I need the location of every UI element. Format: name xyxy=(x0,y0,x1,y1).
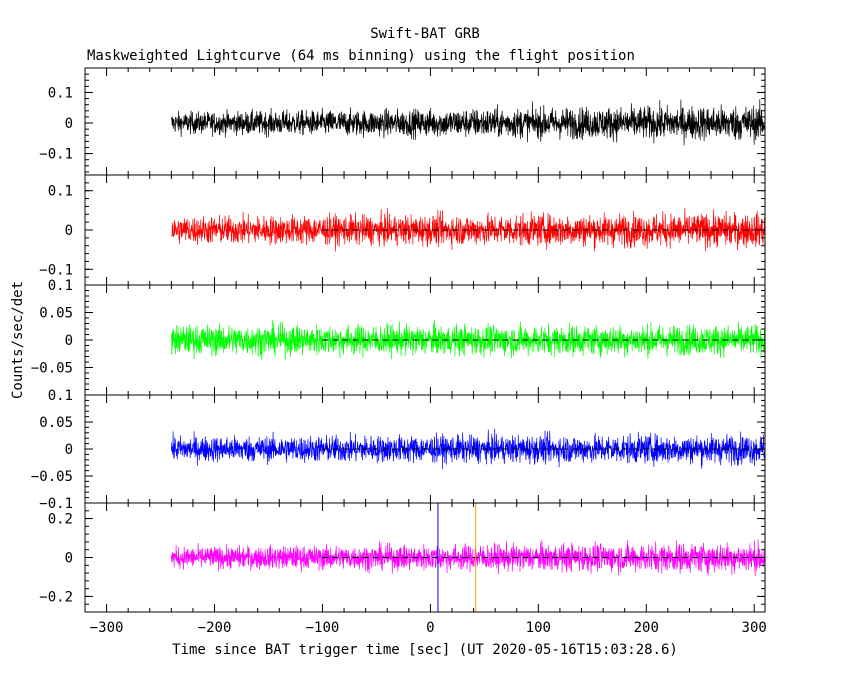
y-tick-label: 0 xyxy=(65,551,73,567)
y-tick-label: −0.05 xyxy=(31,469,73,485)
y-tick-label: 0.1 xyxy=(48,85,73,101)
y-tick-label: −0.1 xyxy=(39,147,73,163)
y-axis-label: Counts/sec/det xyxy=(10,281,26,399)
x-tick-label: 0 xyxy=(426,620,434,636)
panel-5: −0.2 0 0.2 xyxy=(39,502,766,613)
lightcurve-series-3 xyxy=(170,319,765,360)
panel-3: −0.05 0 0.05 0.1 xyxy=(31,278,766,396)
chart-subtitle: Maskweighted Lightcurve (64 ms binning) … xyxy=(87,48,635,64)
chart-title: Swift-BAT GRB xyxy=(370,26,480,42)
y-tick-label: 0 xyxy=(65,223,73,239)
y-tick-label: 0.1 xyxy=(48,184,73,200)
panel-4: −0.1 −0.05 0 0.05 0.1 xyxy=(31,388,766,512)
lightcurve-series-4 xyxy=(170,428,765,470)
y-tick-label: 0.1 xyxy=(48,388,73,404)
y-tick-label: 0 xyxy=(65,442,73,458)
y-tick-label: 0.2 xyxy=(48,512,73,528)
y-tick-label: 0.1 xyxy=(48,278,73,294)
x-tick-label: −100 xyxy=(306,620,340,636)
x-axis-group: −300 −200 −100 0 100 200 300 xyxy=(90,620,767,636)
y-tick-label: −0.05 xyxy=(31,361,73,377)
y-tick-label: 0 xyxy=(65,333,73,349)
lightcurve-series-2 xyxy=(170,208,765,252)
y-tick-label: 0.05 xyxy=(39,415,73,431)
panel-1: −0.1 0 0.1 xyxy=(39,67,766,176)
panels-group: −0.100.1−0.100.1−0.0500.050.1−0.1−0.0500… xyxy=(31,67,766,613)
x-axis-label: Time since BAT trigger time [sec] (UT 20… xyxy=(172,642,678,658)
y-tick-label: −0.1 xyxy=(39,496,73,512)
x-tick-label: 200 xyxy=(634,620,659,636)
x-tick-label: −300 xyxy=(90,620,124,636)
x-tick-label: 300 xyxy=(742,620,767,636)
lightcurve-series-1 xyxy=(170,99,765,146)
y-tick-label: −0.1 xyxy=(39,262,73,278)
panel-2: −0.1 0 0.1 xyxy=(39,174,766,286)
lightcurve-series-5 xyxy=(170,539,765,577)
y-tick-label: 0 xyxy=(65,116,73,132)
x-tick-label: −200 xyxy=(198,620,232,636)
y-tick-label: −0.2 xyxy=(39,589,73,605)
y-tick-label: 0.05 xyxy=(39,306,73,322)
x-tick-label: 100 xyxy=(526,620,551,636)
